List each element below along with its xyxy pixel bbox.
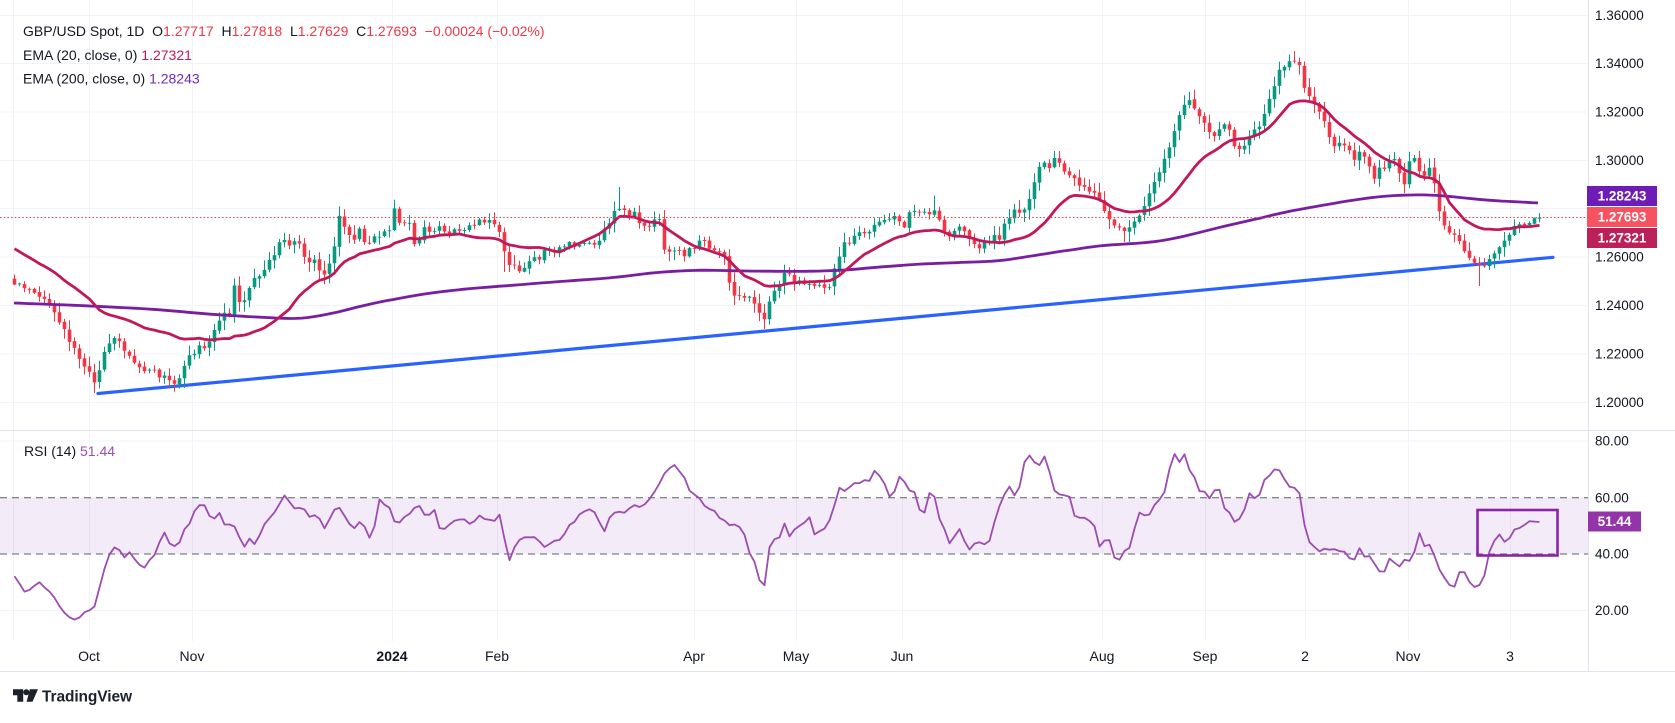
svg-text:Nov: Nov	[180, 648, 205, 664]
svg-text:2024: 2024	[376, 648, 407, 664]
svg-text:GBP/USD Spot, 1D O1.27717 H1: GBP/USD Spot, 1D O1.27717 H1.27818 L1.27…	[23, 23, 545, 39]
svg-text:Nov: Nov	[1396, 648, 1421, 664]
svg-text:TradingView: TradingView	[42, 689, 133, 706]
svg-text:1.26000: 1.26000	[1595, 250, 1644, 265]
svg-text:RSI (14) 51.44: RSI (14) 51.44	[24, 443, 115, 459]
svg-text:1.27321: 1.27321	[1598, 231, 1647, 246]
svg-text:Jun: Jun	[891, 648, 914, 664]
svg-text:3: 3	[1506, 648, 1514, 664]
svg-text:Feb: Feb	[485, 648, 509, 664]
svg-text:1.32000: 1.32000	[1595, 105, 1644, 120]
svg-text:1.24000: 1.24000	[1595, 298, 1644, 313]
svg-text:60.00: 60.00	[1595, 491, 1629, 506]
svg-text:2: 2	[1301, 648, 1309, 664]
svg-text:51.44: 51.44	[1598, 514, 1632, 529]
svg-text:1.36000: 1.36000	[1595, 8, 1644, 23]
svg-text:Apr: Apr	[683, 648, 705, 664]
svg-text:1.34000: 1.34000	[1595, 56, 1644, 71]
svg-text:1.22000: 1.22000	[1595, 347, 1644, 362]
svg-text:Sep: Sep	[1193, 648, 1218, 664]
svg-text:Aug: Aug	[1090, 648, 1115, 664]
svg-text:1.28243: 1.28243	[1598, 189, 1647, 204]
svg-text:40.00: 40.00	[1595, 547, 1629, 562]
svg-text:1.27693: 1.27693	[1598, 210, 1647, 225]
svg-text:EMA (20, close, 0) 1.27321: EMA (20, close, 0) 1.27321	[23, 47, 192, 63]
svg-text:1.30000: 1.30000	[1595, 153, 1644, 168]
svg-text:80.00: 80.00	[1595, 434, 1629, 449]
svg-text:Oct: Oct	[78, 648, 100, 664]
svg-text:1.20000: 1.20000	[1595, 395, 1644, 410]
svg-text:20.00: 20.00	[1595, 603, 1629, 618]
svg-text:EMA (200, close, 0) 1.28243: EMA (200, close, 0) 1.28243	[23, 71, 200, 87]
svg-text:May: May	[783, 648, 809, 664]
